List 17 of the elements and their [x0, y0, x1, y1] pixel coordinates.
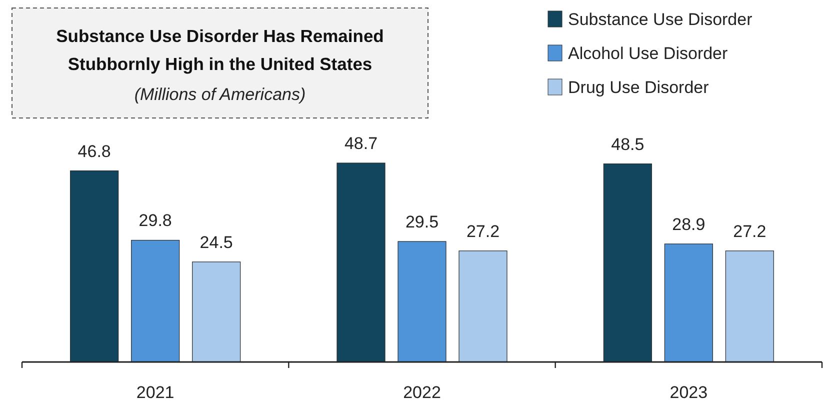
x-tick-label: 2022	[403, 383, 441, 402]
data-label: 48.7	[344, 134, 378, 153]
data-label: 46.8	[78, 142, 111, 161]
legend-label: Alcohol Use Disorder	[568, 44, 728, 63]
data-label: 24.5	[200, 232, 233, 252]
data-label: 27.2	[466, 222, 500, 241]
data-label: 27.2	[733, 222, 766, 241]
x-tick-label: 2023	[670, 383, 708, 402]
data-label: 48.5	[611, 134, 644, 154]
chart-subtitle: (Millions of Americans)	[134, 85, 306, 104]
legend-label: Substance Use Disorder	[568, 10, 753, 29]
data-label: 28.9	[672, 214, 706, 234]
data-label: 29.8	[138, 211, 172, 230]
legend-label: Drug Use Disorder	[568, 78, 710, 97]
x-tick-label: 2021	[136, 383, 174, 402]
chart-title: Substance Use Disorder Has Remained Stubbornly High in the United States	[56, 26, 384, 74]
data-label: 29.5	[405, 212, 439, 232]
